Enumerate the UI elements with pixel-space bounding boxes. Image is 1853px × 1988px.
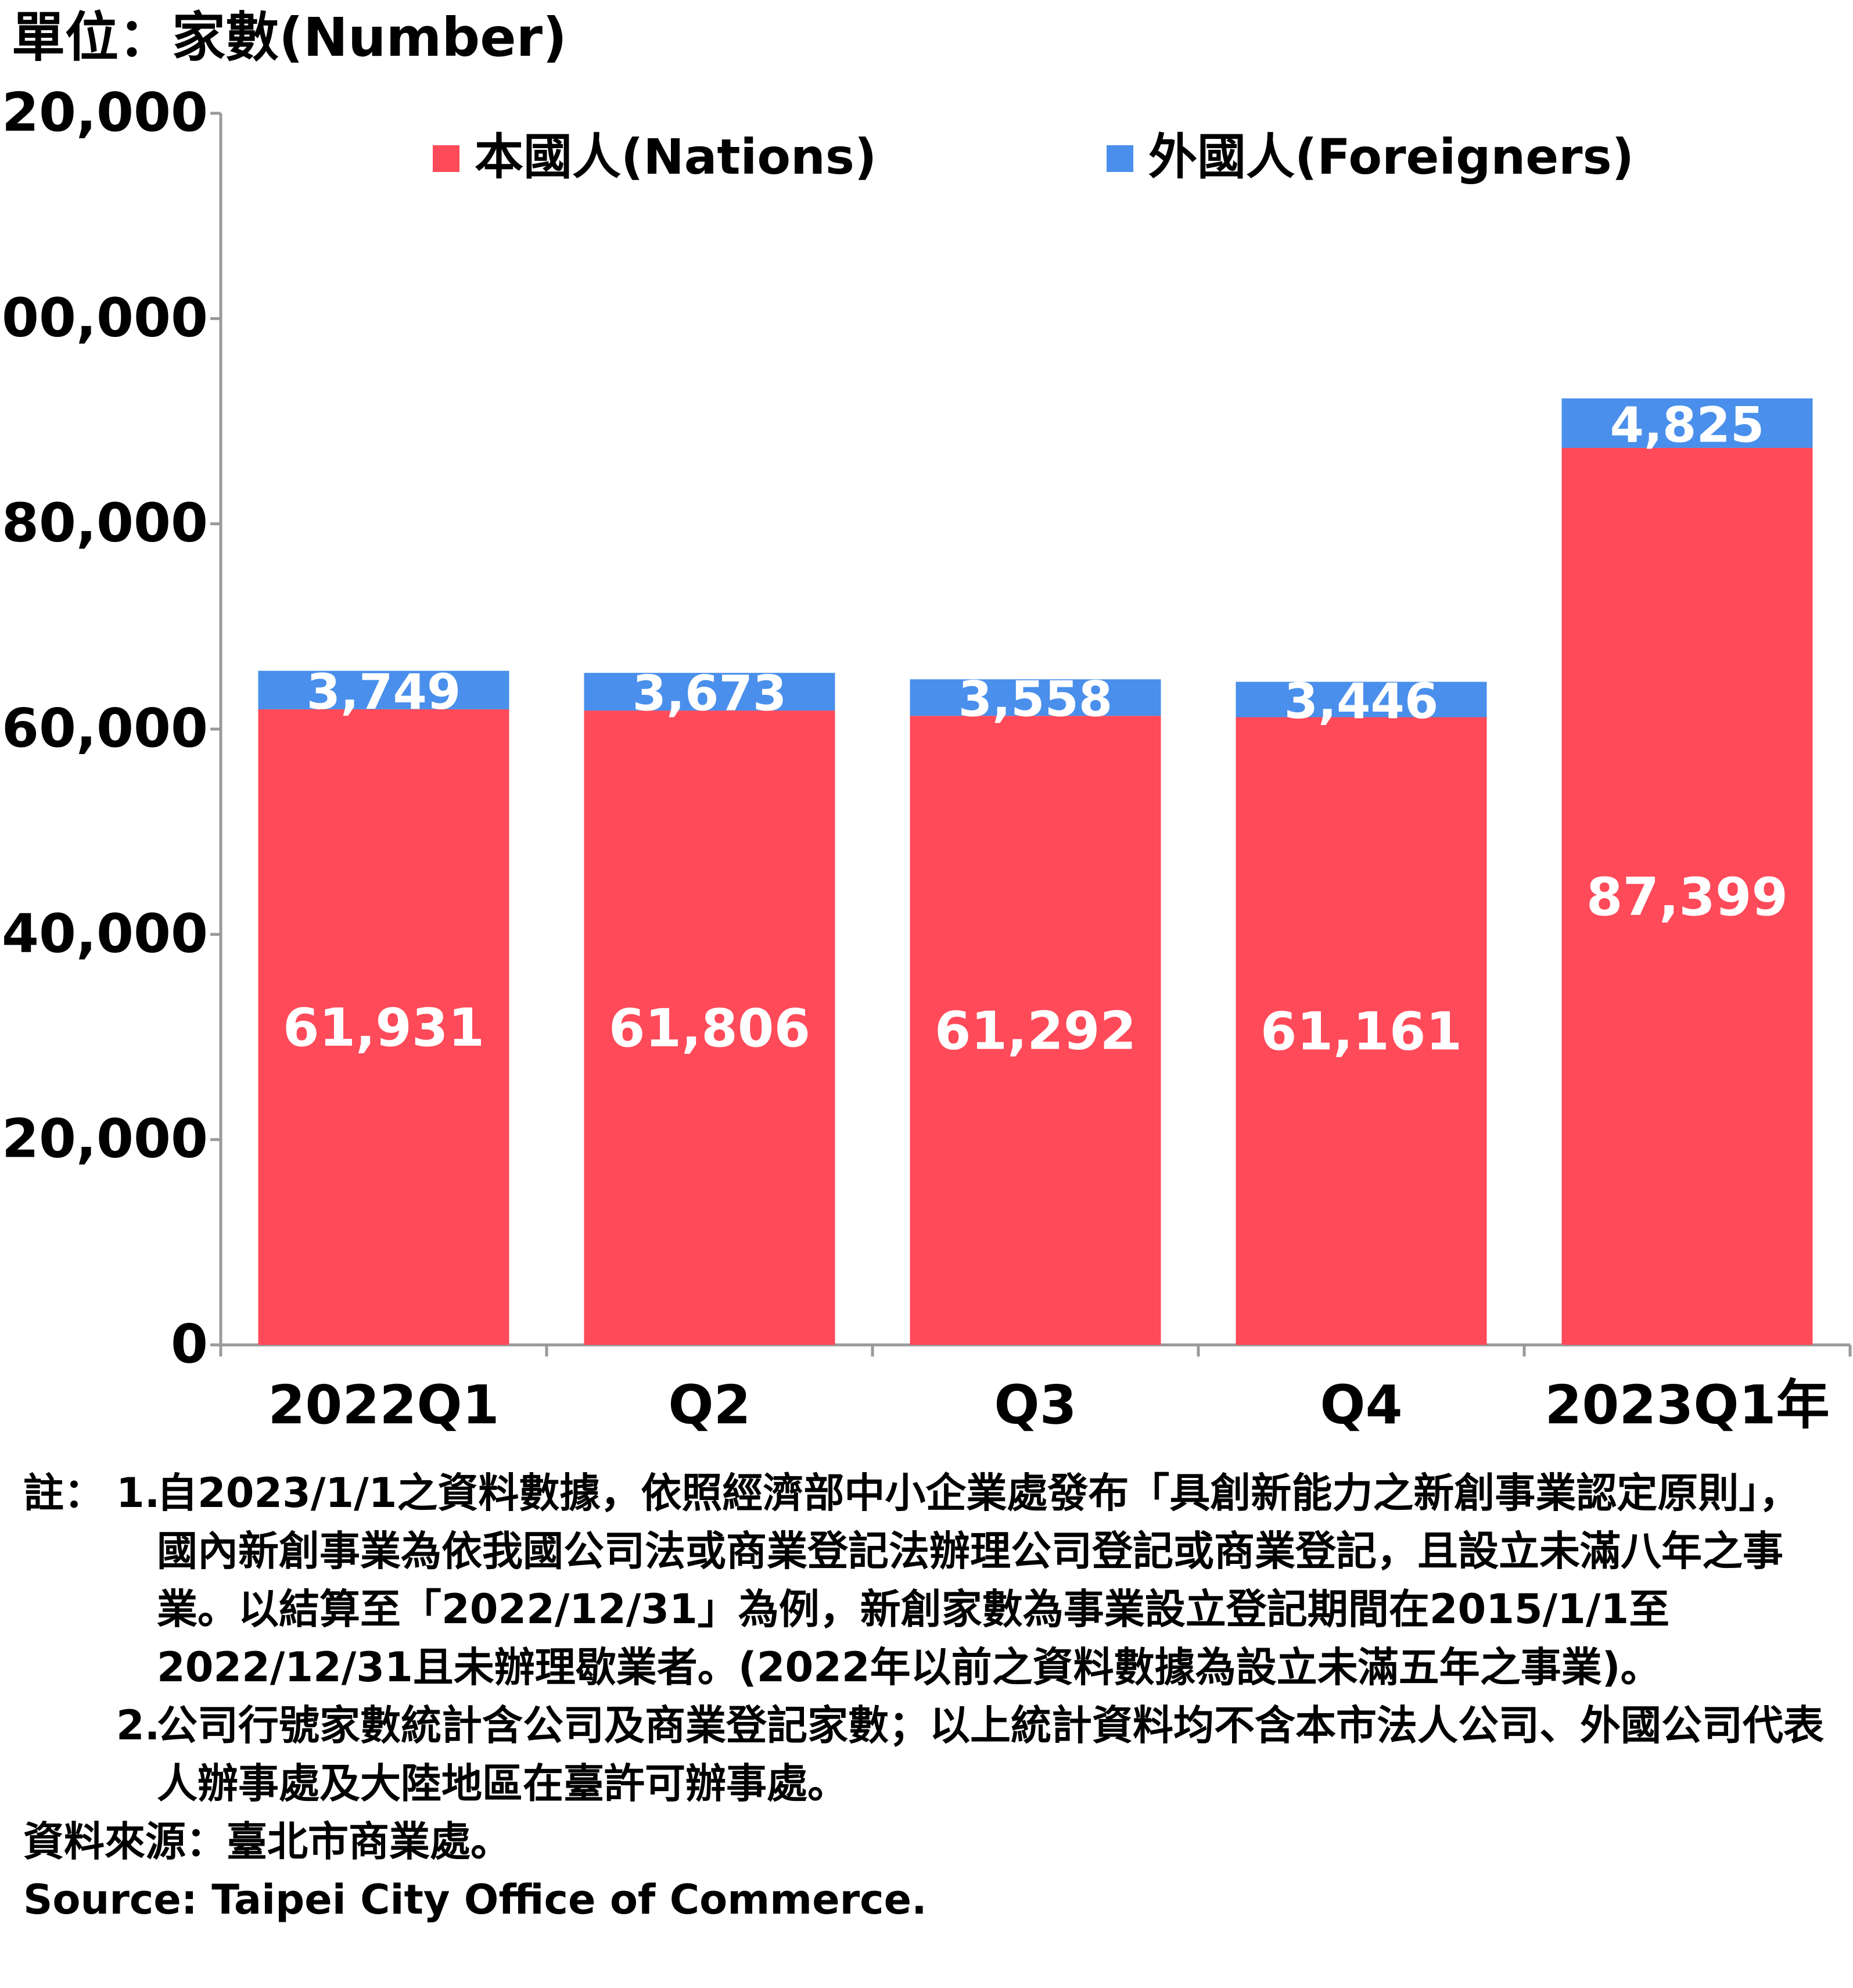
x-tick-label: 2023Q1年 <box>1545 1374 1829 1435</box>
unit-label: 單位：家數(Number) <box>12 6 568 69</box>
legend-swatch <box>1107 145 1133 172</box>
note-text: 自2023/1/1之資料數據，依照經濟部中小企業處發布「具創新能力之新創事業認定… <box>157 1469 1800 1691</box>
x-tick-label: Q2 <box>668 1374 750 1435</box>
bar-nations <box>1236 717 1487 1345</box>
note-number: 1. <box>116 1469 160 1517</box>
legend-label: 本國人(Nations) <box>475 128 877 185</box>
bar-foreigners <box>1236 681 1487 717</box>
y-tick-label: 120,000 <box>0 81 208 143</box>
x-tick-label: Q4 <box>1320 1374 1402 1435</box>
note-prefix: 註： <box>23 1469 105 1517</box>
data-label-foreigners: 3,749 <box>307 663 461 720</box>
note-number: 2. <box>116 1702 160 1749</box>
data-label-nations: 61,292 <box>935 1001 1136 1062</box>
data-label-foreigners: 3,446 <box>1284 673 1439 730</box>
note-text: 公司行號家數統計含公司及商業登記家數；以上統計資料均不含本市法人公司、外國公司代… <box>157 1702 1824 1807</box>
bar-foreigners <box>584 673 835 711</box>
data-label-nations: 61,806 <box>609 998 810 1059</box>
notes: 註： 1. 自2023/1/1之資料數據，依照經濟部中小企業處發布「具創新能力之… <box>23 1464 1836 1929</box>
data-label-nations: 61,931 <box>283 997 484 1058</box>
note-prefix-spacer <box>23 1696 116 1813</box>
data-label-nations: 61,161 <box>1261 1002 1462 1063</box>
y-tick-label: 40,000 <box>2 902 208 964</box>
x-tick-label: 2022Q1 <box>268 1374 499 1435</box>
data-label-foreigners: 4,825 <box>1610 396 1765 453</box>
note-2: 2. 公司行號家數統計含公司及商業登記家數；以上統計資料均不含本市法人公司、外國… <box>23 1696 1836 1813</box>
legend-label: 外國人(Foreigners) <box>1148 128 1634 185</box>
x-axis: 2022Q1 Q2 Q3 Q4 2023Q1年 <box>219 1343 1852 1435</box>
stacked-bar-chart: 020,00040,00060,00080,000100,000120,000 … <box>0 81 1852 1435</box>
bar-nations <box>1561 447 1813 1345</box>
source-zh: 資料來源：臺北市商業處。 <box>23 1818 511 1865</box>
data-label-nations: 87,399 <box>1586 867 1788 928</box>
y-tick-label: 0 <box>171 1313 208 1375</box>
y-axis: 0 20,000 40,000 60,000 80,000 100,000 120,000 <box>0 81 222 1375</box>
bars: 61,931 3,749 61,806 3,673 61,292 3,558 61,161 3… <box>258 396 1813 1345</box>
legend-swatch <box>433 145 459 172</box>
y-tick-label: 100,000 <box>0 286 208 349</box>
y-tick-label: 80,000 <box>2 492 208 554</box>
bar-foreigners <box>910 679 1161 716</box>
bar-nations <box>584 710 835 1345</box>
data-label-foreigners: 3,673 <box>633 665 787 722</box>
bar-nations <box>910 716 1161 1345</box>
source-en: Source: Taipei City Office of Commerce. <box>23 1876 927 1924</box>
bar-nations <box>258 709 509 1345</box>
y-tick-label: 20,000 <box>2 1108 208 1170</box>
bar-foreigners <box>1561 398 1813 448</box>
y-tick-label: 60,000 <box>2 697 208 759</box>
bar-foreigners <box>258 670 509 709</box>
data-label-foreigners: 3,558 <box>958 671 1113 728</box>
x-tick-label: Q3 <box>994 1374 1076 1435</box>
note-1: 註： 1. 自2023/1/1之資料數據，依照經濟部中小企業處發布「具創新能力之… <box>23 1464 1836 1696</box>
legend: 本國人(Nations) 外國人(Foreigners) <box>433 128 1634 185</box>
